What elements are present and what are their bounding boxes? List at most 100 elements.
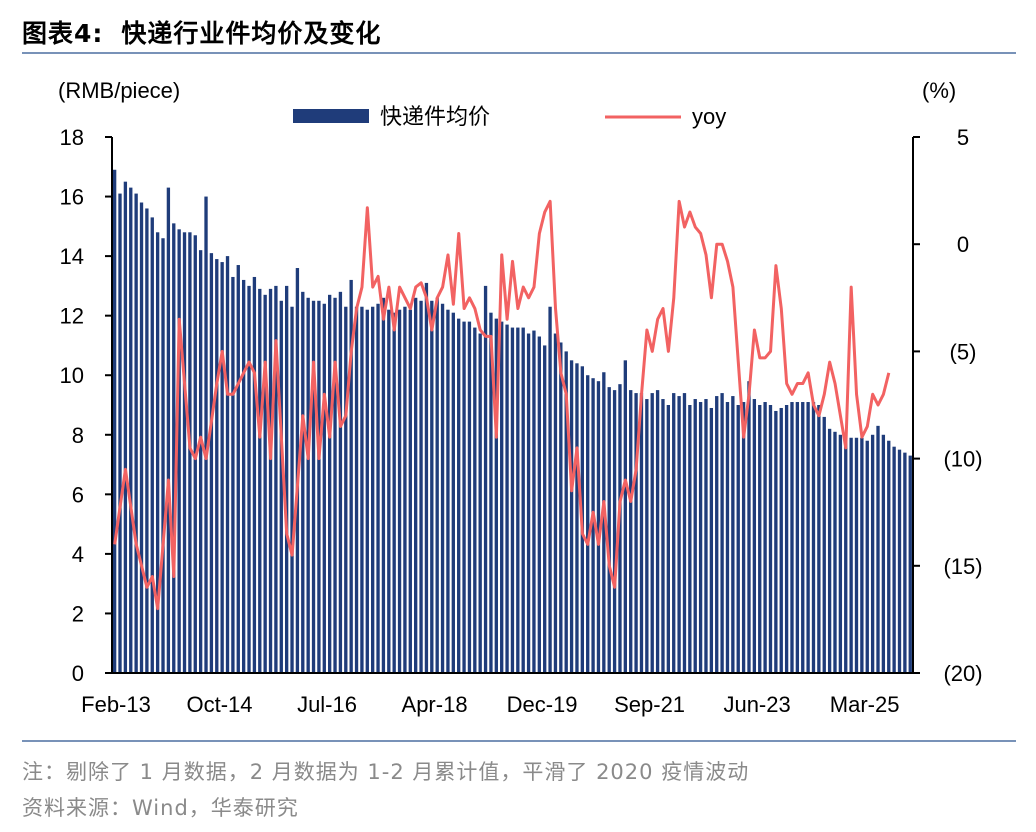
- bar: [774, 410, 778, 673]
- x-tick-label: Mar-25: [830, 692, 900, 717]
- bar: [112, 169, 117, 673]
- bar: [870, 434, 875, 673]
- bar: [322, 303, 326, 673]
- bar: [908, 455, 912, 673]
- bar: [344, 306, 348, 673]
- bar: [763, 402, 767, 673]
- bar: [833, 431, 837, 673]
- bar: [704, 399, 708, 673]
- bar: [311, 300, 316, 673]
- bar: [720, 393, 724, 673]
- left-tick-label: 16: [60, 185, 84, 210]
- bar: [790, 402, 794, 673]
- bar: [360, 306, 364, 673]
- bar: [430, 300, 434, 673]
- footnote-source: 资料来源：Wind，华泰研究: [22, 796, 299, 820]
- bar: [408, 309, 412, 673]
- bar: [376, 303, 380, 673]
- bar: [639, 393, 644, 673]
- left-tick-label: 6: [72, 482, 84, 507]
- bar: [145, 208, 149, 673]
- bar: [677, 396, 681, 673]
- bar: [392, 312, 396, 673]
- bar: [806, 402, 810, 673]
- bar: [564, 351, 568, 673]
- x-tick-label: Dec-19: [507, 692, 578, 717]
- bar: [747, 381, 751, 673]
- bar: [155, 232, 160, 674]
- bar: [526, 333, 531, 673]
- bar: [177, 229, 181, 673]
- bar: [827, 428, 832, 673]
- bar: [623, 360, 627, 673]
- x-tick-label: Jul-16: [297, 692, 357, 717]
- right-tick-label: 5: [957, 125, 969, 150]
- legend-bar-label: 快递件均价: [380, 104, 490, 129]
- bar: [838, 434, 843, 673]
- right-tick-label: (10): [943, 447, 982, 472]
- bar: [387, 309, 391, 673]
- bar: [741, 402, 746, 673]
- bar: [478, 333, 482, 673]
- bar: [354, 306, 359, 673]
- bar: [161, 238, 165, 674]
- bar: [698, 402, 703, 673]
- bar: [419, 300, 423, 673]
- bar: [607, 387, 611, 673]
- bar: [854, 437, 859, 673]
- bar: [284, 285, 289, 673]
- bar: [736, 405, 740, 673]
- bar: [779, 407, 783, 673]
- bar: [225, 256, 230, 673]
- bar: [333, 297, 337, 673]
- right-tick-label: (20): [943, 661, 982, 686]
- bar: [397, 309, 402, 673]
- bar: [693, 399, 697, 673]
- bar: [892, 446, 896, 673]
- bar: [236, 265, 240, 673]
- bar: [688, 405, 692, 673]
- title-divider: [22, 52, 1016, 54]
- bar: [209, 253, 214, 673]
- bar: [215, 259, 219, 673]
- bar: [134, 193, 138, 673]
- x-tick-label: Apr-18: [402, 692, 468, 717]
- right-tick-label: (5): [950, 339, 977, 364]
- right-tick-label: (15): [943, 554, 982, 579]
- bar: [172, 223, 176, 674]
- bar: [521, 327, 525, 673]
- left-tick-label: 10: [60, 363, 84, 388]
- bar: [661, 399, 665, 673]
- bar: [220, 262, 224, 673]
- footnote-note: 注：剔除了 1 月数据，2 月数据为 1-2 月累计值，平滑了 2020 疫情波…: [22, 760, 750, 784]
- bar: [801, 402, 805, 673]
- bar: [338, 291, 343, 673]
- bar: [548, 306, 552, 673]
- bar: [731, 396, 735, 673]
- bar: [500, 321, 504, 673]
- bar: [559, 342, 563, 673]
- yoy-line: [113, 199, 891, 611]
- bar: [473, 327, 477, 673]
- legend: 快递件均价 yoy: [293, 104, 726, 129]
- bar: [897, 449, 902, 673]
- bar: [457, 318, 461, 673]
- bar: [650, 393, 654, 673]
- bar: [591, 378, 595, 673]
- bar: [435, 297, 439, 673]
- bar: [537, 336, 541, 673]
- figure-label: 图表4:: [22, 19, 104, 48]
- bar: [725, 402, 730, 673]
- bar: [403, 306, 407, 673]
- bar: [263, 294, 267, 673]
- bar: [371, 306, 375, 673]
- bar: [129, 187, 133, 673]
- bar: [752, 399, 757, 673]
- right-tick-label: 0: [957, 232, 969, 257]
- bar: [188, 232, 192, 674]
- bar: [279, 300, 283, 673]
- bar: [822, 416, 826, 673]
- bar: [602, 372, 606, 673]
- bar: [865, 440, 869, 673]
- bar: [150, 217, 154, 673]
